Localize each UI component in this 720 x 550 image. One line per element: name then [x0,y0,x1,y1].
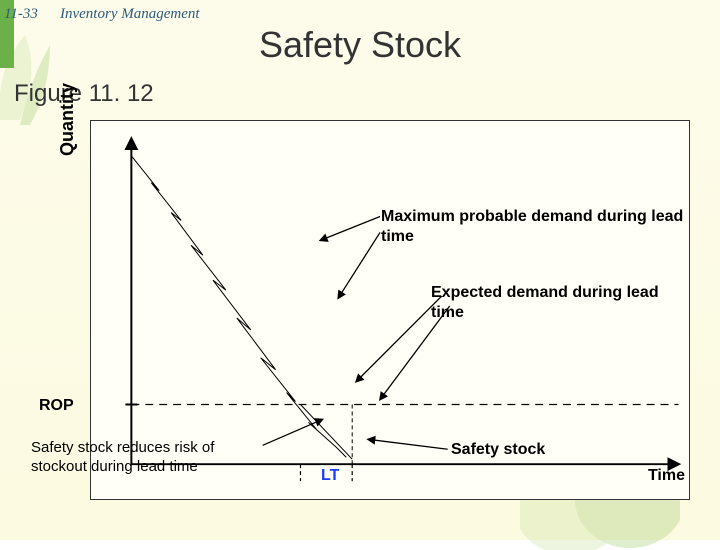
max-demand-label: Maximum probable demand during lead time [381,207,689,247]
annotation-arrows [263,216,450,449]
figure-number: Figure 11. 12 [14,80,154,108]
slide-number: 11-33 [4,6,38,23]
chart-container: Quantity ROP Maximum probable demand dur… [90,120,690,500]
x-axis-label: Time [648,467,685,485]
safety-stock-label: Safety stock [451,441,545,459]
demand-curve [131,156,346,457]
expected-demand-projection [300,405,352,460]
expected-demand-label: Expected demand during lead time [431,283,689,323]
rop-label: ROP [39,397,74,415]
page-title: Safety Stock [0,24,720,66]
y-axis-label: Quantity [57,83,78,156]
lt-label: LT [321,467,339,485]
ss-reduces-label: Safety stock reduces risk of stockout du… [31,439,261,477]
chapter-title: Inventory Management [60,6,200,23]
